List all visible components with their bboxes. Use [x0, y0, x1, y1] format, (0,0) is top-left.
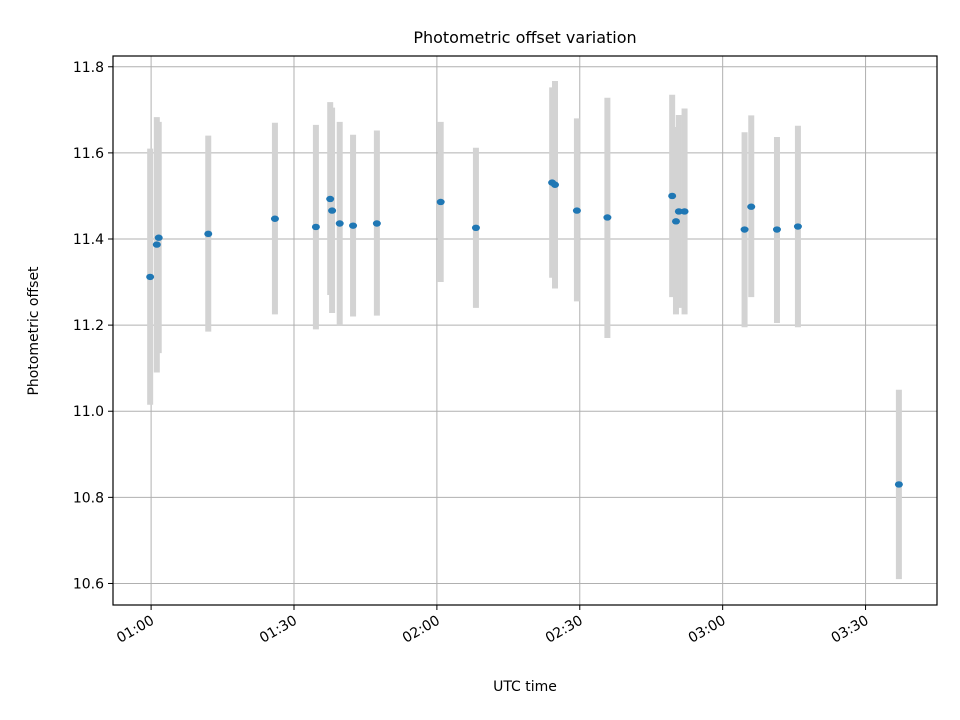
data-point	[674, 208, 683, 215]
y-tick-label: 10.8	[73, 490, 104, 506]
y-tick-label: 11.2	[73, 318, 104, 334]
data-point	[772, 226, 781, 233]
data-point	[154, 234, 163, 241]
data-point	[680, 208, 689, 215]
y-tick-label: 11.4	[73, 232, 104, 248]
data-point	[326, 195, 335, 203]
data-point	[335, 220, 344, 227]
data-point	[747, 203, 756, 210]
data-points	[146, 179, 903, 488]
y-tick-label: 11.6	[73, 146, 104, 162]
data-point	[471, 224, 480, 232]
data-point	[668, 192, 677, 200]
plot-frame	[112, 55, 938, 606]
chart-title: Photometric offset variation	[413, 28, 636, 47]
data-point	[270, 215, 279, 222]
data-point	[894, 481, 903, 488]
y-tick-label: 10.6	[73, 576, 104, 592]
y-axis: 10.6 10.8 11.0 11.2 11.4 11.6 11.8	[73, 60, 113, 592]
data-point	[551, 181, 560, 188]
data-point	[311, 223, 320, 231]
data-point	[793, 223, 802, 230]
y-tick-label: 11.8	[73, 60, 104, 76]
data-point	[204, 230, 213, 238]
y-tick-label: 11.0	[73, 404, 104, 420]
data-point	[572, 207, 581, 214]
data-point	[671, 218, 680, 225]
data-point	[436, 198, 445, 206]
data-point	[372, 220, 381, 227]
data-point	[152, 241, 161, 248]
data-point	[328, 207, 337, 214]
data-point	[740, 226, 749, 233]
data-point	[146, 273, 155, 281]
y-axis-label: Photometric offset	[26, 266, 42, 396]
data-point	[603, 214, 612, 221]
data-point	[349, 222, 358, 229]
x-axis-label: UTC time	[493, 679, 557, 695]
